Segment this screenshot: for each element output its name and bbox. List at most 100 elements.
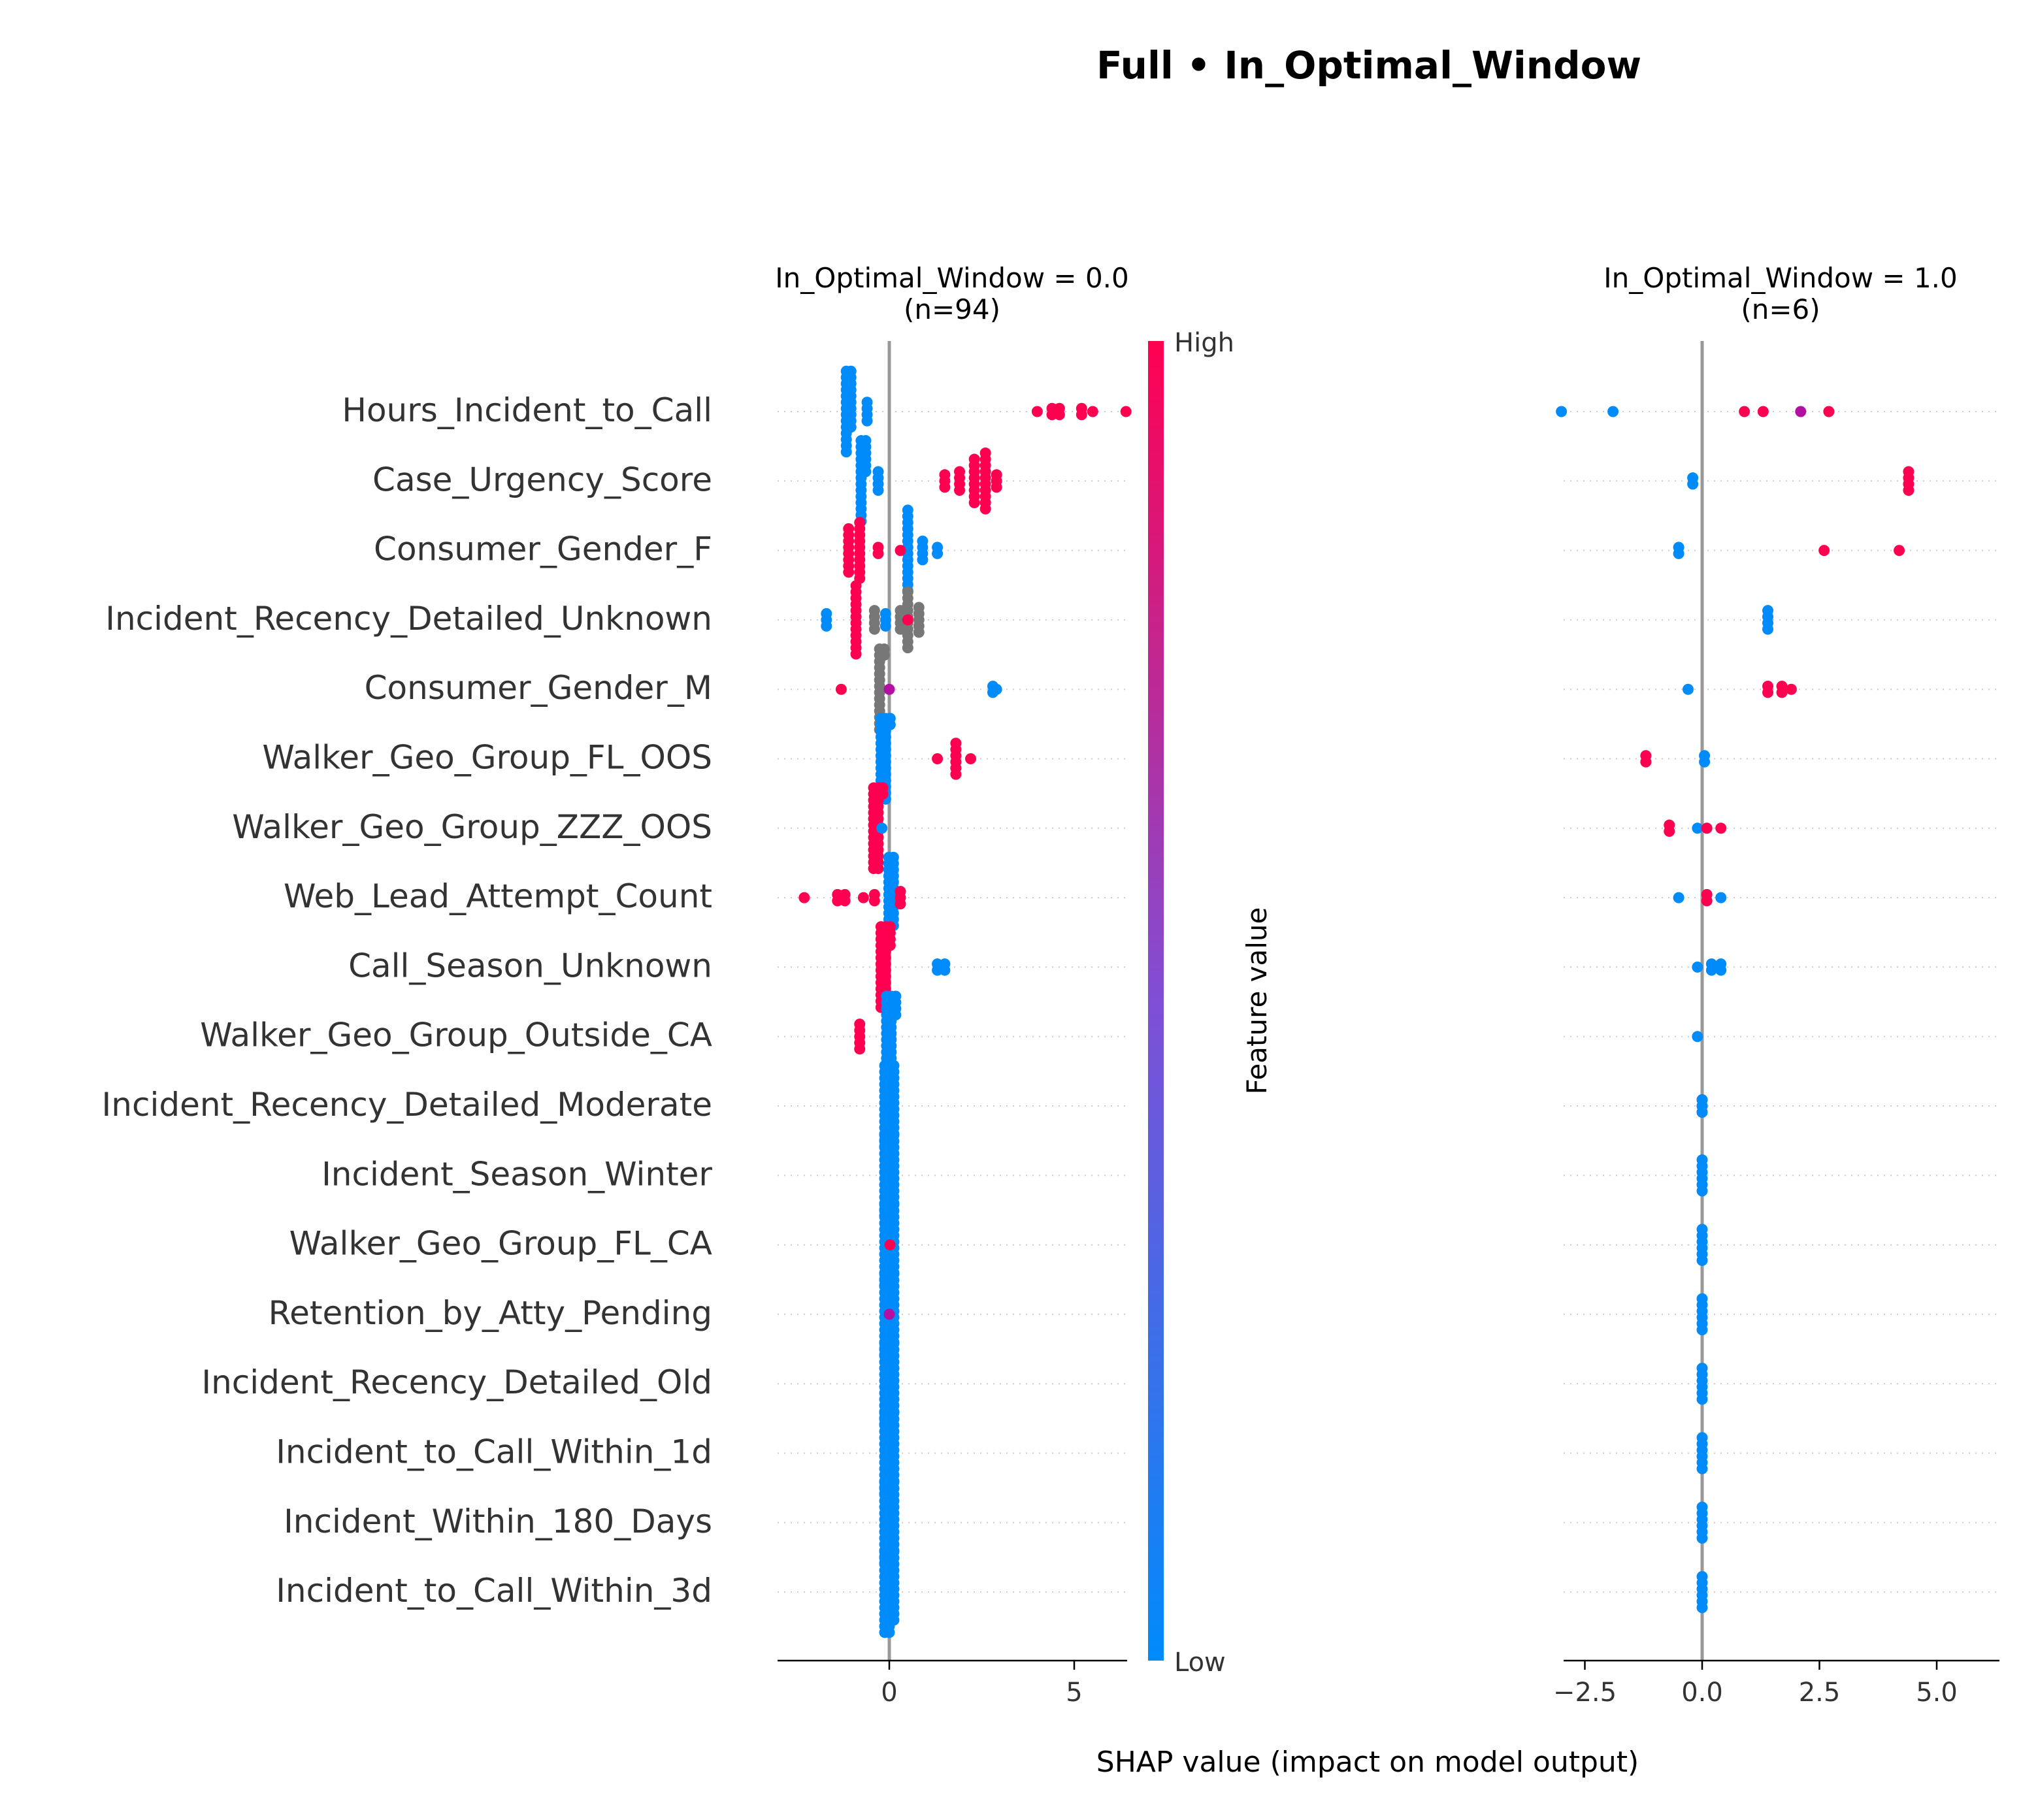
figure-title: Full • In_Optimal_Window bbox=[1096, 43, 1641, 88]
data-point bbox=[798, 892, 810, 903]
data-point bbox=[876, 822, 888, 834]
data-point bbox=[1701, 895, 1713, 907]
data-point bbox=[1076, 409, 1087, 421]
series-web-lead-attempt-count bbox=[1673, 888, 1727, 907]
feature-label-incident-recency-detailed-old: Incident_Recency_Detailed_Old bbox=[201, 1363, 712, 1401]
data-point bbox=[939, 481, 951, 493]
data-point bbox=[840, 446, 852, 458]
data-point bbox=[1696, 1107, 1708, 1118]
data-point bbox=[845, 421, 857, 433]
data-point bbox=[1053, 409, 1065, 421]
data-point bbox=[1607, 406, 1619, 417]
data-point bbox=[843, 566, 855, 578]
feature-label-web-lead-attempt-count: Web_Lead_Attempt_Count bbox=[284, 877, 712, 915]
data-point bbox=[872, 547, 884, 559]
data-point bbox=[888, 1614, 900, 1626]
series-walker-geo-group-fl-ca bbox=[1696, 1224, 1708, 1266]
series-incident-recency-detailed-moderate bbox=[1696, 1094, 1708, 1118]
colorbar-low-label: Low bbox=[1174, 1648, 1226, 1678]
feature-label-case-urgency-score: Case_Urgency_Score bbox=[372, 461, 712, 498]
data-point bbox=[1696, 1463, 1708, 1474]
colorbar-gradient bbox=[1148, 341, 1164, 1661]
feature-label-consumer-gender-f: Consumer_Gender_F bbox=[374, 530, 712, 568]
data-point bbox=[872, 863, 884, 875]
series-case-urgency-score bbox=[855, 435, 1002, 527]
feature-label-retention-by-atty-pending: Retention_by_Atty_Pending bbox=[269, 1294, 712, 1332]
data-point bbox=[895, 898, 906, 910]
data-point bbox=[1682, 683, 1694, 695]
panel-optimal-window-0: In_Optimal_Window = 0.0(n=94) 0 5 bbox=[775, 262, 1132, 1708]
data-point bbox=[1903, 485, 1915, 496]
data-point bbox=[1673, 547, 1685, 559]
feature-label-hours-incident-to-call: Hours_Incident_to_Call bbox=[342, 391, 712, 429]
data-point bbox=[1696, 1393, 1708, 1405]
series-incident-to-call-within-3d bbox=[879, 1546, 900, 1638]
feature-label-walker-geo-group-fl-ca: Walker_Geo_Group_FL_CA bbox=[289, 1225, 712, 1263]
data-point bbox=[1692, 822, 1703, 834]
feature-label-walker-geo-group-outside-ca: Walker_Geo_Group_Outside_CA bbox=[200, 1016, 712, 1054]
data-point bbox=[1701, 822, 1713, 834]
panel-title-line-2: (n=6) bbox=[1741, 293, 1820, 325]
data-point bbox=[883, 1627, 895, 1638]
data-point bbox=[1687, 478, 1699, 490]
series-walker-geo-group-zzz-oos bbox=[868, 782, 889, 875]
data-point bbox=[1699, 756, 1711, 768]
colorbar-high-label: High bbox=[1174, 328, 1234, 358]
panel-title-line-1: In_Optimal_Window = 0.0 bbox=[775, 262, 1128, 294]
series-consumer-gender-m bbox=[1682, 680, 1797, 698]
panel-title-line-1: In_Optimal_Window = 1.0 bbox=[1603, 262, 1957, 294]
panel-title-line-2: (n=94) bbox=[904, 293, 1000, 325]
data-point bbox=[968, 497, 980, 509]
data-point bbox=[932, 547, 944, 559]
x-tick-label: 0.0 bbox=[1681, 1678, 1723, 1708]
feature-label-incident-to-call-within-3d: Incident_to_Call_Within_3d bbox=[276, 1572, 712, 1610]
data-point bbox=[821, 620, 832, 632]
data-point bbox=[1664, 826, 1675, 837]
data-point bbox=[883, 1308, 895, 1320]
data-point bbox=[835, 683, 847, 695]
data-point bbox=[1739, 406, 1750, 417]
series-hours-incident-to-call bbox=[840, 365, 1132, 458]
data-point bbox=[1696, 1254, 1708, 1266]
data-point bbox=[1818, 545, 1830, 557]
data-point bbox=[850, 648, 862, 660]
data-point bbox=[890, 1009, 902, 1020]
series-walker-geo-group-zzz-oos bbox=[1664, 819, 1727, 837]
data-point bbox=[1696, 1185, 1708, 1197]
series-consumer-gender-f bbox=[1673, 542, 1905, 559]
x-tick-label: 2.5 bbox=[1799, 1678, 1841, 1708]
feature-label-incident-recency-detailed-moderate: Incident_Recency_Detailed_Moderate bbox=[102, 1086, 712, 1124]
data-point bbox=[857, 892, 869, 903]
feature-label-incident-to-call-within-1d: Incident_to_Call_Within_1d bbox=[276, 1433, 712, 1471]
data-point bbox=[879, 620, 891, 632]
x-axis-label: SHAP value (impact on model output) bbox=[1096, 1746, 1639, 1779]
data-point bbox=[991, 683, 1002, 695]
data-point bbox=[950, 768, 962, 780]
feature-label-walker-geo-group-zzz-oos: Walker_Geo_Group_ZZZ_OOS bbox=[232, 808, 712, 846]
panel-optimal-window-1: In_Optimal_Window = 1.0(n=6) −2.5 0.0 2.5 5.… bbox=[1553, 262, 1999, 1708]
data-point bbox=[913, 626, 925, 638]
data-point bbox=[954, 485, 966, 496]
feature-label-incident-within-180-days: Incident_Within_180_Days bbox=[284, 1503, 712, 1540]
series-consumer-gender-f bbox=[843, 504, 944, 596]
data-point bbox=[884, 939, 896, 951]
series-incident-recency-detailed-old bbox=[1696, 1362, 1708, 1405]
series-hours-incident-to-call bbox=[1556, 406, 1835, 417]
data-point bbox=[1705, 964, 1717, 976]
data-point bbox=[917, 554, 929, 566]
feature-label-walker-geo-group-fl-oos: Walker_Geo_Group_FL_OOS bbox=[262, 739, 712, 777]
data-point bbox=[1762, 687, 1774, 698]
data-point bbox=[965, 753, 977, 764]
data-point bbox=[872, 485, 884, 496]
series-consumer-gender-m bbox=[835, 643, 1002, 736]
series-incident-season-winter bbox=[1696, 1154, 1708, 1197]
data-point bbox=[1715, 892, 1727, 903]
data-point bbox=[1640, 756, 1652, 768]
feature-label-call-season-unknown: Call_Season_Unknown bbox=[348, 947, 712, 984]
data-point bbox=[1087, 406, 1098, 417]
data-point bbox=[1795, 406, 1807, 417]
colorbar: High Low Feature value bbox=[1148, 328, 1273, 1678]
data-point bbox=[877, 788, 889, 800]
data-point bbox=[1785, 683, 1797, 695]
colorbar-axis-label: Feature value bbox=[1241, 907, 1273, 1095]
